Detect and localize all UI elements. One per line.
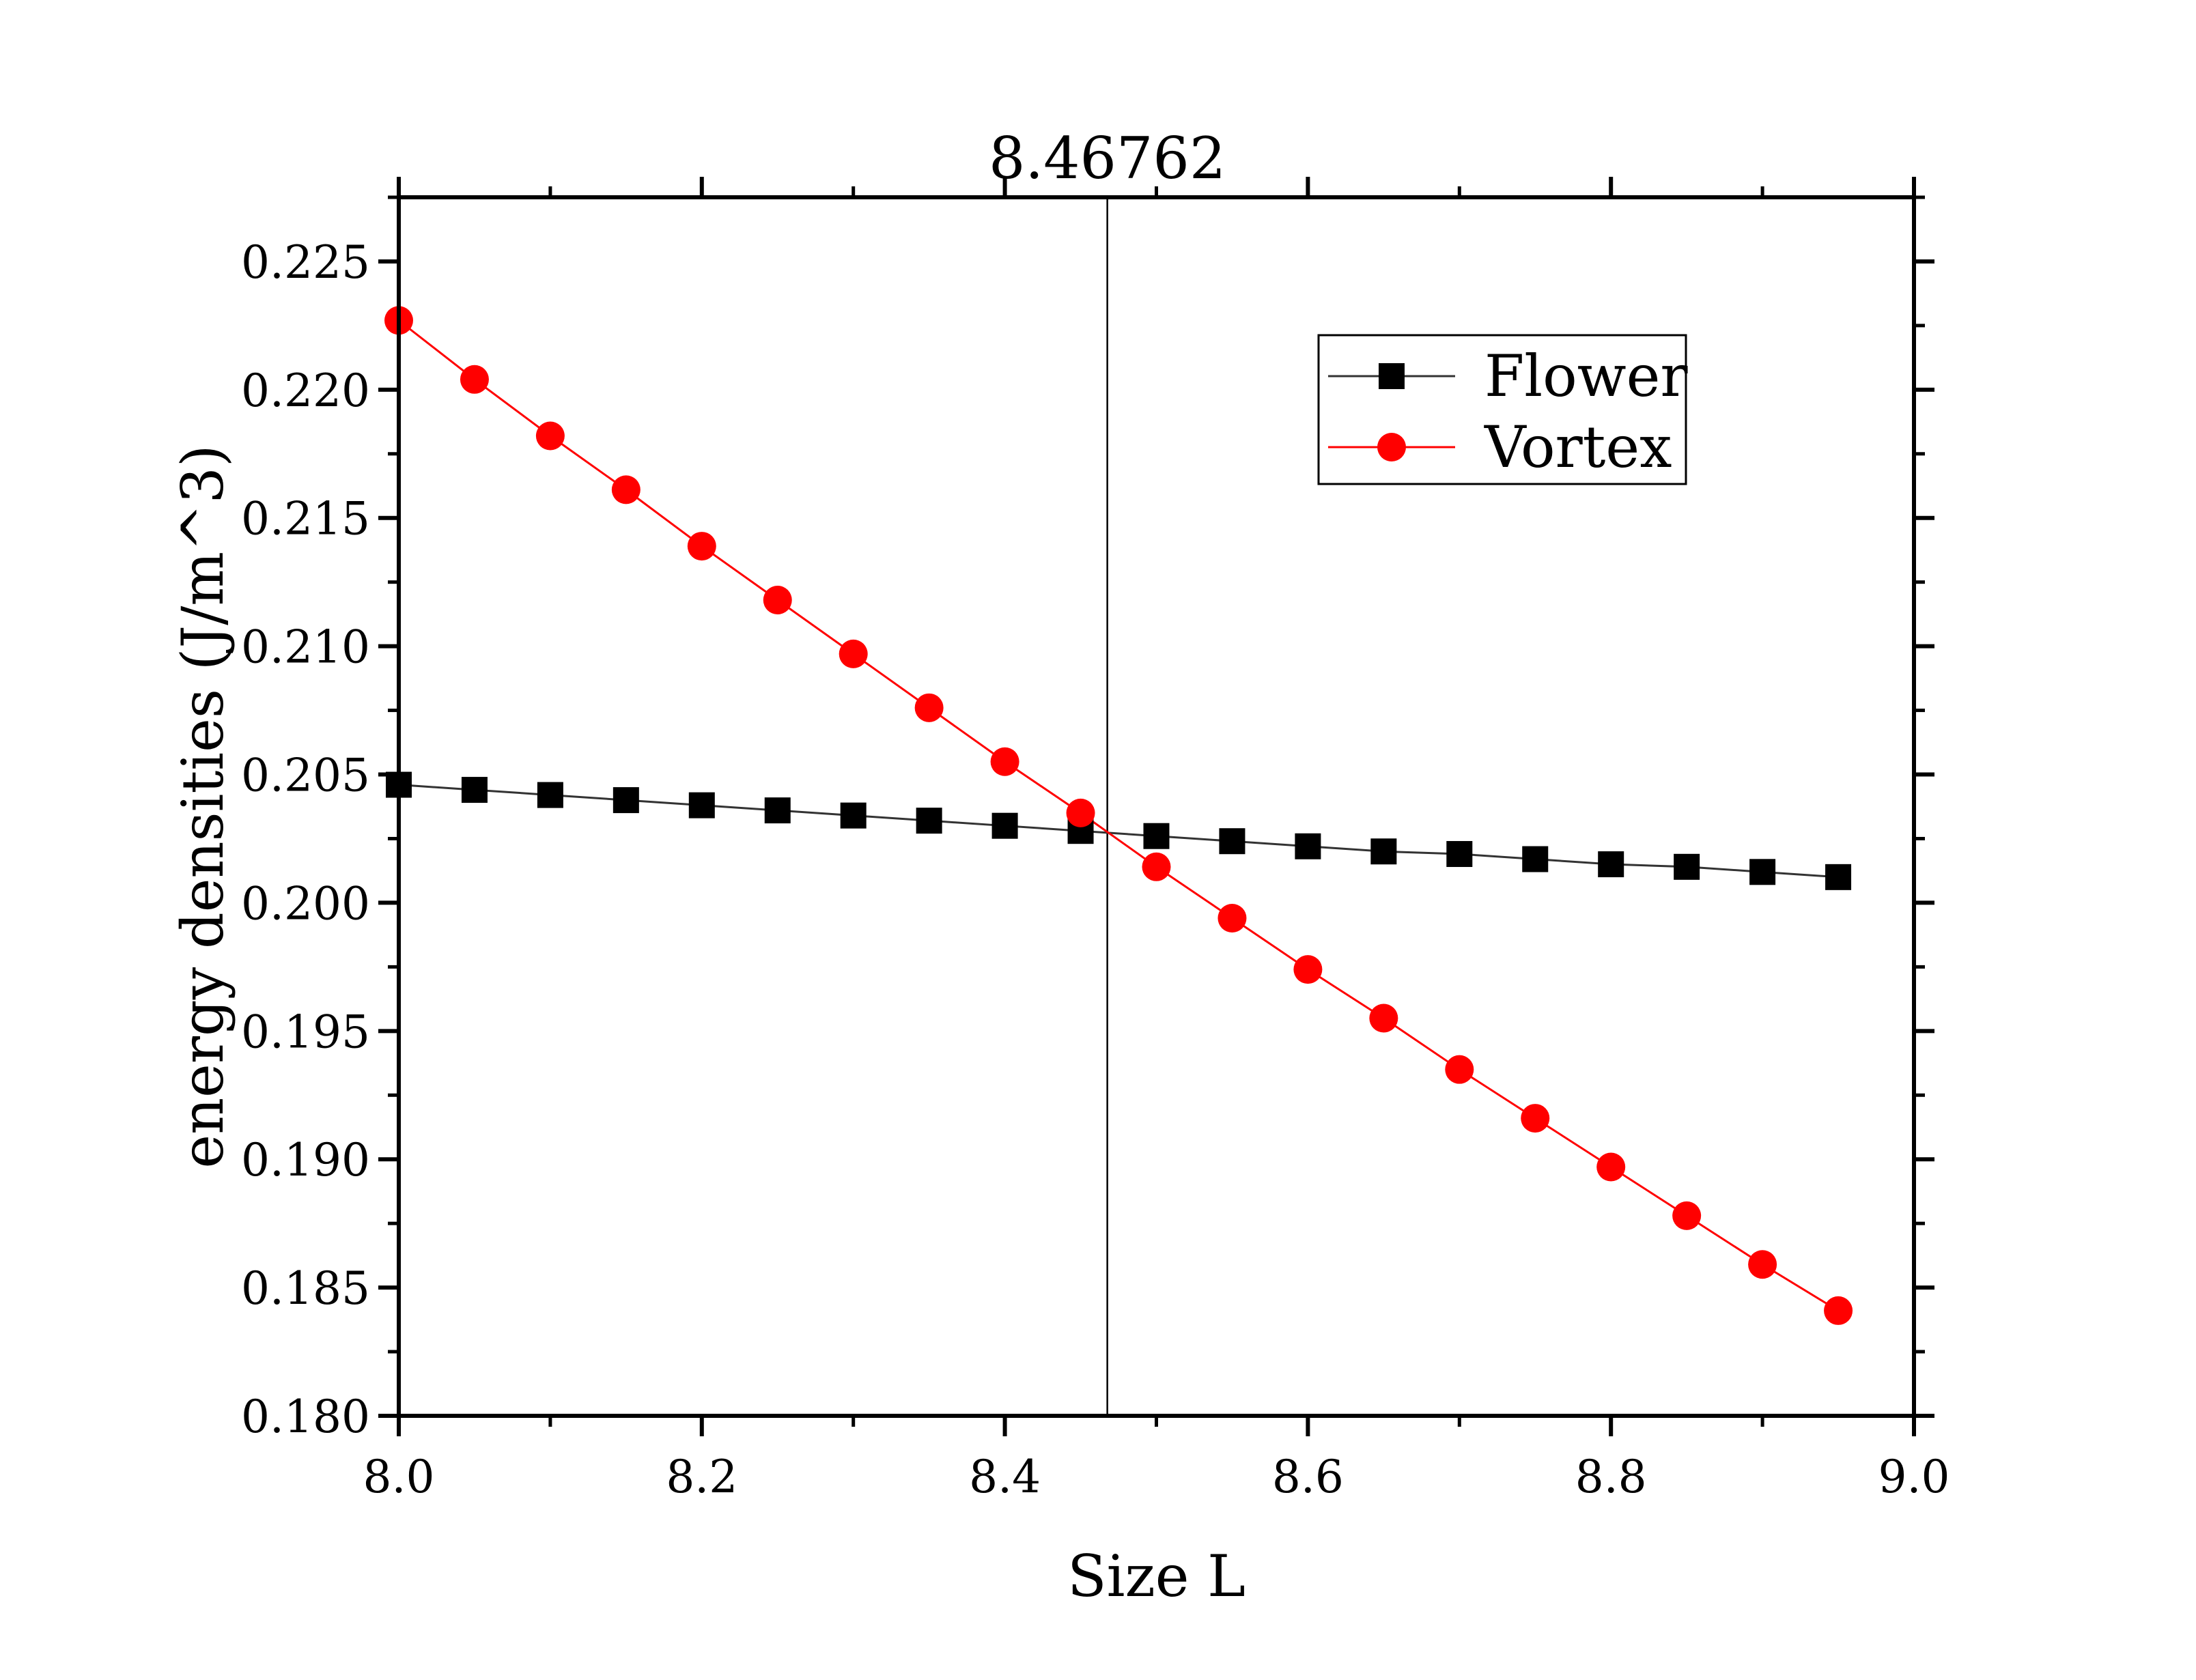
data-point-flower — [764, 797, 791, 824]
data-point-flower — [461, 777, 488, 803]
legend-marker-vortex-circle — [1377, 433, 1406, 461]
crossover-group: 8.46762 — [989, 125, 1226, 1416]
legend: Flower Vortex — [1317, 334, 1688, 485]
data-point-vortex — [460, 365, 489, 394]
data-point-vortex — [611, 475, 640, 504]
data-point-flower — [688, 792, 715, 818]
data-point-flower — [1749, 859, 1776, 885]
y-tick-label: 0.200 — [241, 877, 370, 930]
data-point-vortex — [687, 532, 716, 561]
series-line-vortex — [398, 319, 1839, 1312]
data-point-vortex — [1369, 1003, 1398, 1033]
y-tick-label: 0.180 — [241, 1391, 370, 1443]
data-point-flower — [840, 802, 867, 829]
x-tick-label: 8.8 — [1575, 1451, 1647, 1503]
data-point-vortex — [1521, 1104, 1550, 1133]
data-point-vortex — [914, 693, 944, 722]
data-point-vortex — [535, 421, 565, 451]
data-point-flower — [916, 808, 942, 834]
tick-labels-group: 8.0 8.2 8.4 8.6 8.8 9.0 0.180 0.185 0.190 0.195 0.… — [241, 236, 1949, 1503]
y-axis-title: energy densities (J/m^3) — [169, 444, 236, 1168]
data-point-flower — [1219, 828, 1245, 855]
legend-label-flower: Flower — [1484, 343, 1688, 410]
data-point-flower — [1825, 864, 1852, 890]
x-axis-title: Size L — [1067, 1543, 1245, 1610]
data-point-flower — [991, 812, 1018, 839]
data-point-vortex — [1217, 903, 1247, 932]
y-tick-label: 0.220 — [241, 365, 370, 417]
data-point-vortex — [1596, 1152, 1626, 1182]
data-point-vortex — [1142, 852, 1171, 881]
y-tick-label: 0.205 — [241, 750, 370, 802]
data-point-flower — [537, 782, 563, 808]
data-point-vortex — [839, 639, 868, 668]
data-point-vortex — [990, 747, 1019, 776]
data-point-flower — [1522, 846, 1549, 872]
data-point-flower — [1674, 853, 1700, 880]
x-tick-label: 8.6 — [1272, 1451, 1344, 1503]
data-point-vortex — [1824, 1296, 1853, 1325]
data-point-flower — [1370, 838, 1397, 865]
y-tick-label: 0.215 — [241, 493, 370, 545]
data-point-flower — [613, 787, 639, 814]
x-tick-label: 8.2 — [666, 1451, 737, 1503]
data-point-flower — [1446, 841, 1473, 868]
y-tick-label: 0.195 — [241, 1006, 370, 1058]
y-tick-label: 0.190 — [241, 1134, 370, 1186]
data-point-vortex — [1066, 798, 1095, 827]
data-point-flower — [1598, 851, 1624, 878]
data-point-vortex — [1672, 1201, 1702, 1230]
series-markers-group — [384, 306, 1853, 1325]
legend-box — [1317, 334, 1687, 485]
legend-marker-flower-square — [1379, 363, 1405, 389]
data-point-vortex — [1293, 955, 1323, 984]
x-tick-label: 9.0 — [1878, 1451, 1950, 1503]
y-tick-label: 0.185 — [241, 1262, 370, 1315]
data-point-flower — [1295, 833, 1321, 859]
legend-label-vortex: Vortex — [1484, 414, 1672, 481]
y-tick-label: 0.225 — [241, 236, 370, 289]
crossover-label: 8.46762 — [989, 125, 1226, 192]
data-point-vortex — [1748, 1250, 1777, 1279]
data-point-vortex — [763, 585, 792, 614]
plot-frame — [397, 195, 1916, 1418]
x-tick-label: 8.4 — [969, 1451, 1041, 1503]
data-point-vortex — [1445, 1055, 1474, 1084]
data-point-flower — [1143, 823, 1170, 849]
y-tick-label: 0.210 — [241, 621, 370, 674]
x-tick-label: 8.0 — [363, 1451, 435, 1503]
